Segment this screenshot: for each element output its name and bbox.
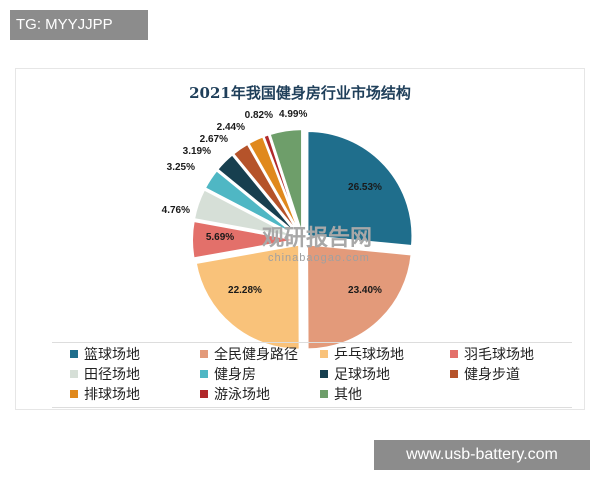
data-label: 22.28% bbox=[228, 285, 262, 296]
legend-swatch bbox=[70, 390, 78, 398]
data-label: 3.19% bbox=[183, 146, 211, 157]
chart-legend: 篮球场地 全民健身路径 乒乓球场地 羽毛球场地田径场地 健身房 足球场地 健身步道排球场地 游… bbox=[52, 342, 572, 408]
legend-item: 田径场地 bbox=[70, 364, 140, 384]
pie-slice bbox=[215, 153, 300, 237]
pie-slice bbox=[306, 129, 414, 248]
legend-item: 健身步道 bbox=[450, 364, 520, 384]
legend-label: 排球场地 bbox=[84, 386, 140, 402]
legend-item: 羽毛球场地 bbox=[450, 344, 534, 364]
legend-swatch bbox=[70, 370, 78, 378]
pie-slice bbox=[191, 219, 298, 260]
legend-label: 乒乓球场地 bbox=[334, 346, 404, 362]
legend-swatch bbox=[70, 350, 78, 358]
data-label: 23.40% bbox=[348, 285, 382, 296]
data-label: 4.99% bbox=[279, 109, 307, 120]
data-label: 26.53% bbox=[348, 182, 382, 193]
legend-item: 全民健身路径 bbox=[200, 344, 298, 364]
legend-item: 其他 bbox=[320, 384, 362, 404]
site-badge: www.usb-battery.com bbox=[374, 440, 590, 470]
watermark-url: chinabaogao.com bbox=[268, 252, 370, 264]
legend-swatch bbox=[200, 390, 208, 398]
pie-slice bbox=[262, 133, 302, 235]
data-label: 2.44% bbox=[217, 122, 245, 133]
legend-label: 健身房 bbox=[214, 366, 256, 382]
data-label: 5.69% bbox=[206, 232, 234, 243]
data-label: 3.25% bbox=[167, 162, 195, 173]
legend-item: 乒乓球场地 bbox=[320, 344, 404, 364]
legend-label: 羽毛球场地 bbox=[464, 346, 534, 362]
legend-item: 游泳场地 bbox=[200, 384, 270, 404]
legend-label: 篮球场地 bbox=[84, 346, 140, 362]
pie-slice bbox=[268, 128, 304, 235]
legend-item: 足球场地 bbox=[320, 364, 390, 384]
legend-swatch bbox=[450, 350, 458, 358]
legend-swatch bbox=[320, 370, 328, 378]
legend-swatch bbox=[200, 350, 208, 358]
pie-slice bbox=[194, 243, 301, 351]
chart-title: 2021年我国健身房行业市场结构 bbox=[189, 84, 411, 102]
legend-item: 排球场地 bbox=[70, 384, 140, 404]
legend-label: 其他 bbox=[334, 386, 362, 402]
pie-slice bbox=[203, 168, 299, 238]
pie-slice bbox=[306, 243, 413, 351]
legend-swatch bbox=[200, 370, 208, 378]
data-label: 4.76% bbox=[162, 205, 190, 216]
watermark-text: 观研报告网 bbox=[262, 225, 373, 250]
legend-label: 全民健身路径 bbox=[214, 346, 298, 362]
overlay-tag: TG: MYYJJPP bbox=[10, 10, 148, 40]
legend-label: 田径场地 bbox=[84, 366, 140, 382]
legend-item: 篮球场地 bbox=[70, 344, 140, 364]
chart-card bbox=[15, 68, 585, 410]
data-label: 0.82% bbox=[245, 110, 273, 121]
legend-swatch bbox=[320, 390, 328, 398]
legend-label: 足球场地 bbox=[334, 366, 390, 382]
data-label: 2.67% bbox=[200, 134, 228, 145]
legend-label: 游泳场地 bbox=[214, 386, 270, 402]
pie-slice bbox=[192, 188, 298, 240]
legend-swatch bbox=[450, 370, 458, 378]
legend-swatch bbox=[320, 350, 328, 358]
legend-item: 健身房 bbox=[200, 364, 256, 384]
legend-label: 健身步道 bbox=[464, 366, 520, 382]
